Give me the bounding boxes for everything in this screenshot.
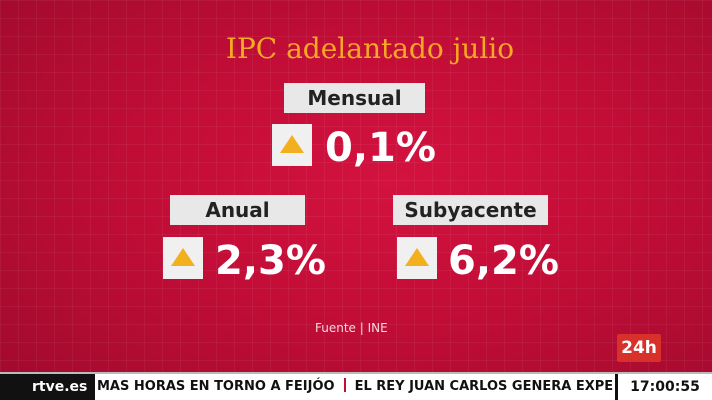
up-indicator: [272, 124, 312, 166]
item-value: 2,3%: [215, 238, 326, 284]
headlines: MAS HORAS EN TORNO A FEIJÓO EL REY JUAN C…: [97, 374, 613, 400]
up-indicator: [163, 237, 203, 279]
item-label: Mensual: [284, 83, 425, 113]
rtve-logo: rtve.es: [0, 374, 95, 400]
channel-logo: 24h: [617, 334, 661, 362]
source: Fuente | INE: [315, 321, 388, 335]
item-value: 0,1%: [325, 125, 436, 171]
headline: EL REY JUAN CARLOS GENERA EXPECTACIÓN E: [354, 379, 613, 394]
ticker: rtve.es MAS HORAS EN TORNO A FEIJÓO EL RE…: [0, 372, 712, 400]
clock: 17:00:55: [615, 374, 712, 400]
item-value: 6,2%: [448, 238, 559, 284]
title: IPC adelantado julio: [225, 32, 515, 65]
item-label: Anual: [170, 195, 305, 225]
headline: MAS HORAS EN TORNO A FEIJÓO: [97, 379, 335, 394]
separator: [343, 378, 346, 392]
item-label: Subyacente: [393, 195, 548, 225]
up-indicator: [397, 237, 437, 279]
